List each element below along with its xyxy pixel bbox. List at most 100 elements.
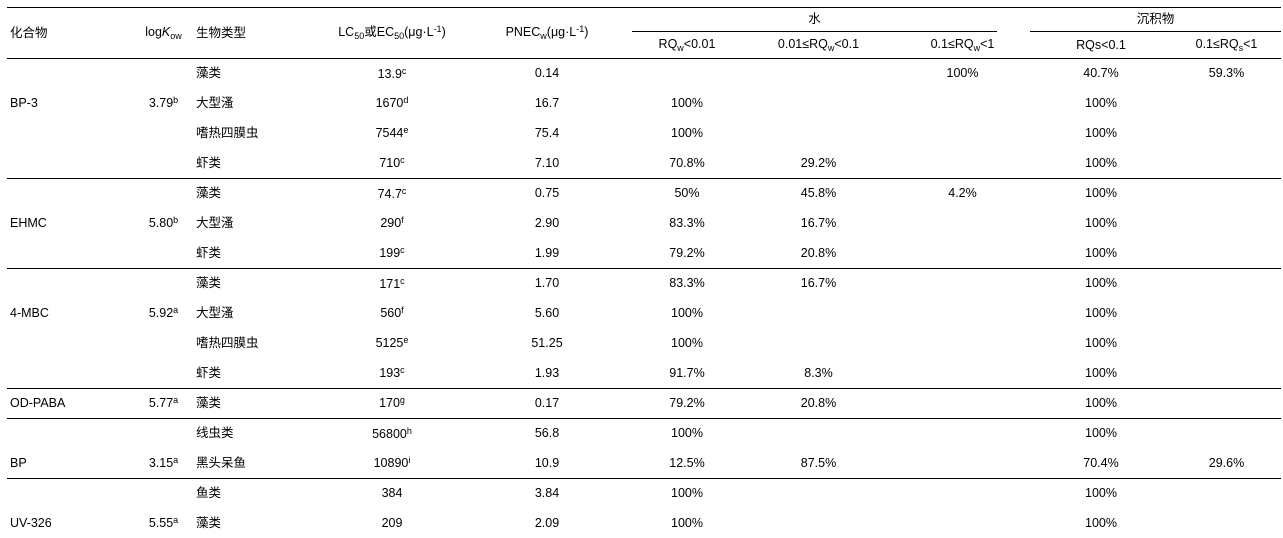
compound-name — [7, 57, 135, 88]
rqs-0_1-1-value: 29.6% — [1208, 455, 1245, 470]
lc50-ec50-value: 199c — [379, 245, 405, 261]
header-row-sub: RQw<0.01 0.01≤RQw<0.1 0.1≤RQw<1 RQs<0.1 … — [7, 32, 1282, 59]
logkow-value — [135, 148, 192, 178]
rqw-lt-0_01-value: 70.8% — [669, 155, 705, 170]
header-rqw-lt-0_01: RQw<0.01 — [632, 32, 742, 59]
rqs-lt-0_1-value: 100% — [1085, 125, 1117, 140]
table-row: 鱼类 384 3.84 100% 100% — [7, 477, 1282, 508]
bio-type: 嗜热四膜虫 — [196, 125, 259, 140]
compound-name — [7, 177, 135, 208]
pnec-value: 16.7 — [534, 95, 560, 110]
lc50-ec50-value: 209 — [381, 515, 403, 530]
rqs-0_1-1-value — [1172, 238, 1281, 268]
rqw-0_01-0_1-value — [742, 298, 895, 328]
compound-group-bp: 线虫类 56800h 56.8 100% 100% BP 3.15a 黑头呆鱼 10890i 10… — [7, 417, 1282, 478]
rqs-lt-0_1-value: 100% — [1085, 245, 1117, 260]
rqs-lt-0_1-value: 100% — [1030, 387, 1172, 418]
rqw-0_1-1-value — [895, 387, 1030, 418]
rqw-0_1-1-value: 100% — [895, 57, 1030, 88]
rqs-lt-0_1-value: 100% — [1085, 515, 1117, 530]
lc50-ec50-value: 290f — [380, 215, 404, 231]
bio-type: 藻类 — [196, 515, 222, 530]
rqs-lt-0_1-value: 40.7% — [1030, 57, 1172, 88]
rqw-lt-0_01-value: 100% — [632, 417, 742, 448]
logkow-value: 5.92a — [148, 305, 179, 321]
rqs-lt-0_1-value: 100% — [1030, 177, 1172, 208]
lc50-ec50-value: 710c — [379, 155, 405, 171]
rqw-0_1-1-value — [895, 417, 1030, 448]
compound-name — [7, 328, 135, 358]
pnec-value: 0.17 — [462, 387, 632, 418]
compound-name — [7, 118, 135, 148]
header-sediment-group: 沉积物 — [1030, 8, 1282, 32]
logkow-value — [135, 118, 192, 148]
bio-type: 嗜热四膜虫 — [196, 335, 259, 350]
pnec-value: 51.25 — [531, 335, 563, 350]
header-logkow: logKow — [135, 7, 192, 59]
rqw-0_01-0_1-value: 20.8% — [800, 245, 837, 260]
rqw-0_01-0_1-value — [742, 508, 895, 538]
logkow-value — [135, 267, 192, 298]
logkow-value: 5.77a — [135, 387, 192, 418]
rqw-0_1-1-value — [895, 238, 1030, 268]
table-row: OD-PABA 5.77a 藻类 170g 0.17 79.2% 20.8% 100% — [7, 387, 1282, 418]
logkow-value — [135, 417, 192, 448]
table-row: 嗜热四膜虫 5125e 51.25 100% 100% — [7, 328, 1281, 358]
rqw-0_01-0_1-value — [742, 417, 895, 448]
rqw-0_01-0_1-value: 87.5% — [800, 455, 837, 470]
rqw-0_1-1-value — [895, 477, 1030, 508]
compound-name: EHMC — [10, 215, 47, 230]
table-row: 虾类 710c 7.10 70.8% 29.2% 100% — [7, 148, 1281, 178]
rqw-0_1-1-value: 4.2% — [895, 177, 1030, 208]
rqw-0_1-1-value — [895, 267, 1030, 298]
rqw-lt-0_01-value: 100% — [671, 95, 703, 110]
pnec-value: 0.75 — [462, 177, 632, 208]
compound-name: UV-326 — [10, 515, 52, 530]
table-row: EHMC 5.80b 大型溞 290f 2.90 83.3% 16.7% 100% — [7, 208, 1281, 238]
bio-type: 大型溞 — [196, 215, 234, 230]
compound-name: 4-MBC — [10, 305, 49, 320]
rqs-0_1-1-value — [1172, 298, 1281, 328]
compound-name — [7, 238, 135, 268]
rqw-0_01-0_1-value — [742, 118, 895, 148]
rqs-0_1-1-value: 59.3% — [1172, 57, 1282, 88]
table-row: UV-326 5.55a 藻类 209 2.09 100% 100% — [7, 508, 1281, 538]
compound-name — [7, 417, 135, 448]
rqs-lt-0_1-value: 100% — [1085, 305, 1117, 320]
pnec-value: 2.90 — [534, 215, 560, 230]
rqw-0_1-1-value — [895, 208, 1030, 238]
bio-type: 藻类 — [192, 57, 322, 88]
rqw-0_1-1-value — [895, 298, 1030, 328]
logkow-value: 5.80b — [148, 215, 179, 231]
lc50-ec50-value: 7544e — [375, 125, 409, 141]
compound-name — [7, 148, 135, 178]
rqs-lt-0_1-value: 100% — [1085, 365, 1117, 380]
compound-group-ehmc: 藻类 74.7c 0.75 50% 45.8% 4.2% 100% EHMC 5.80b 大型溞 2… — [7, 177, 1282, 268]
rqs-lt-0_1-value: 100% — [1030, 477, 1172, 508]
rqw-lt-0_01-value — [632, 57, 742, 88]
header-rqs-0_1-1: 0.1≤RQs<1 — [1172, 32, 1282, 59]
logkow-value — [135, 177, 192, 208]
pnec-value: 1.99 — [534, 245, 560, 260]
table-row: 嗜热四膜虫 7544e 75.4 100% 100% — [7, 118, 1281, 148]
rqs-0_1-1-value — [1172, 508, 1281, 538]
risk-assessment-table: 化合物 logKow 生物类型 LC50或EC50(μg·L-1) PNECw(… — [7, 7, 1282, 538]
pnec-value: 10.9 — [534, 455, 560, 470]
pnec-value: 5.60 — [534, 305, 560, 320]
compound-name — [7, 267, 135, 298]
table-row: BP-3 3.79b 大型溞 1670d 16.7 100% 100% — [7, 88, 1281, 118]
rqw-lt-0_01-value: 79.2% — [669, 245, 705, 260]
table-row: 线虫类 56800h 56.8 100% 100% — [7, 417, 1282, 448]
table-row: BP 3.15a 黑头呆鱼 10890i 10.9 12.5% 87.5% 70.4% 29.6… — [7, 448, 1281, 478]
logkow-value — [135, 328, 192, 358]
rqs-lt-0_1-value: 100% — [1030, 417, 1172, 448]
rqw-lt-0_01-value: 12.5% — [669, 455, 705, 470]
bio-type: 鱼类 — [192, 477, 322, 508]
lc50-ec50-value: 56800h — [322, 417, 462, 448]
compound-name: OD-PABA — [7, 387, 135, 418]
compound-group-4-mbc: 藻类 171c 1.70 83.3% 16.7% 100% 4-MBC 5.92a 大型溞 560… — [7, 267, 1282, 388]
bio-type: 藻类 — [192, 177, 322, 208]
header-row-main: 化合物 logKow 生物类型 LC50或EC50(μg·L-1) PNECw(… — [7, 7, 1282, 59]
rqs-lt-0_1-value: 100% — [1085, 155, 1117, 170]
